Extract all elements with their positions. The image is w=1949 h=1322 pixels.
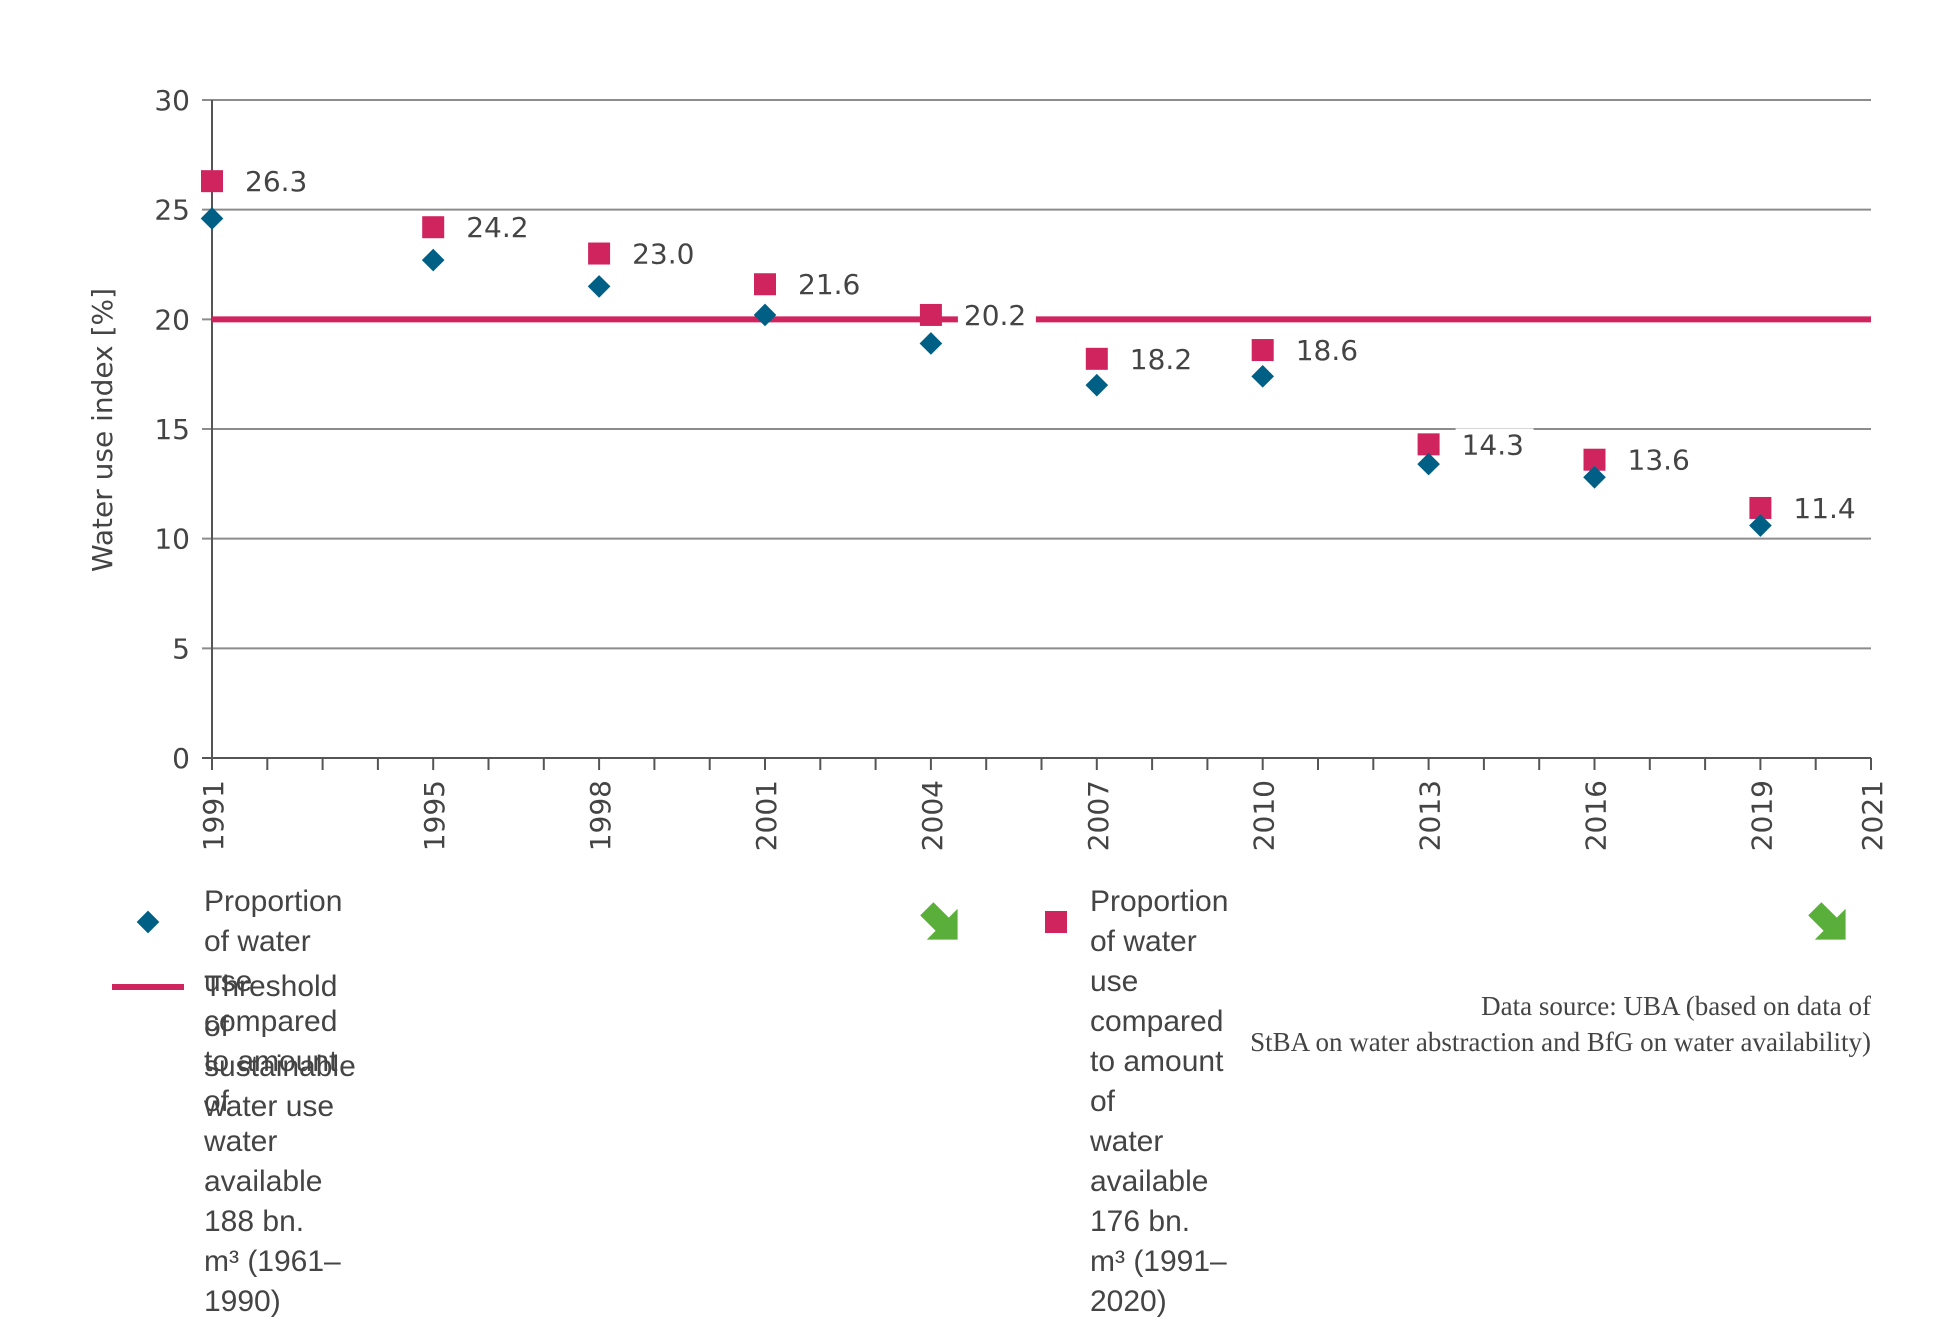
x-tick-label: 1991 <box>197 780 230 851</box>
diamond-point <box>1417 452 1440 476</box>
x-tick-label: 2004 <box>916 780 949 851</box>
chart: 0 5 10 15 20 25 30 1991 1995 1998 2001 2004 2007 201… <box>86 84 1889 851</box>
square-marker-icon <box>1045 911 1067 933</box>
data-label-background <box>1621 443 1700 476</box>
y-tick-label: 0 <box>172 742 190 775</box>
square-point <box>754 273 776 296</box>
data-label: 20.2 <box>964 299 1026 332</box>
data-labels: 26.3 24.2 23.0 21.6 20.2 18.2 18.6 14.3 13.6 11.4 <box>239 165 1866 525</box>
data-points <box>200 170 1772 537</box>
legend-label-176: Proportion of water use compared to amou… <box>1090 885 1229 1318</box>
data-label-background <box>1123 342 1202 375</box>
x-tick-label: 2013 <box>1414 780 1447 851</box>
square-point <box>1749 496 1772 519</box>
diamond-point <box>587 275 611 298</box>
x-tick-labels: 1991 1995 1998 2001 2004 2007 2010 2013 2016 2019… <box>197 780 1889 851</box>
data-label: 24.2 <box>466 211 528 244</box>
x-tick-label: 2010 <box>1248 780 1281 851</box>
data-label-background <box>792 268 870 301</box>
x-tick-label: 2007 <box>1082 780 1115 851</box>
diamond-point <box>753 303 777 327</box>
diamond-marker-icon <box>136 910 160 934</box>
x-tick-label: 1995 <box>418 780 451 851</box>
data-label-background <box>1289 334 1368 367</box>
trend-down-arrow-icon <box>1808 902 1846 940</box>
data-label-background <box>1787 491 1866 524</box>
data-label-background <box>460 211 539 244</box>
y-tick-label: 20 <box>154 303 190 336</box>
square-point <box>422 216 445 239</box>
y-tick-labels: 0 5 10 15 20 25 30 <box>154 84 190 775</box>
x-tick-label: 2001 <box>750 780 783 851</box>
square-point <box>1417 433 1440 456</box>
diamond-point <box>421 248 445 272</box>
data-label-background <box>239 165 317 198</box>
x-tick-label: 2016 <box>1580 780 1613 851</box>
data-label: 14.3 <box>1462 428 1524 461</box>
x-tick-label: 2021 <box>1856 780 1889 851</box>
y-tick-label: 30 <box>154 84 190 117</box>
y-tick-label: 10 <box>154 523 190 556</box>
y-tick-label: 5 <box>172 632 190 665</box>
legend-label-threshold: Threshold of sustainable water use <box>204 970 356 1123</box>
diamond-point <box>1251 365 1275 388</box>
data-label: 18.6 <box>1296 334 1358 367</box>
axes <box>211 100 1872 770</box>
y-axis-title: Water use index [%] <box>86 288 119 572</box>
square-point <box>1583 448 1606 471</box>
data-label: 11.4 <box>1793 492 1855 525</box>
diamond-point <box>919 332 943 355</box>
data-label-background <box>626 237 705 270</box>
square-point <box>919 303 942 326</box>
y-tick-label: 15 <box>154 413 190 446</box>
square-point <box>1251 339 1274 362</box>
square-point <box>1085 347 1108 370</box>
data-label: 18.2 <box>1130 343 1192 376</box>
diamond-point <box>1085 373 1109 397</box>
gridlines <box>202 99 1871 759</box>
data-label: 26.3 <box>245 165 307 198</box>
square-point <box>201 170 223 193</box>
data-label: 21.6 <box>798 268 860 301</box>
square-point <box>588 242 611 265</box>
threshold-line-marker-icon <box>112 984 184 990</box>
data-label-background <box>957 298 1036 331</box>
data-label: 13.6 <box>1628 444 1690 477</box>
trend-down-arrow-icon <box>920 902 958 940</box>
data-label-background <box>1455 428 1534 461</box>
x-tick-label: 2019 <box>1745 780 1778 851</box>
x-tick-label: 1998 <box>584 780 617 851</box>
y-tick-label: 25 <box>154 194 190 227</box>
data-source-note: Data source: UBA (based on data of StBA … <box>1250 991 1871 1057</box>
data-label: 23.0 <box>632 238 694 271</box>
